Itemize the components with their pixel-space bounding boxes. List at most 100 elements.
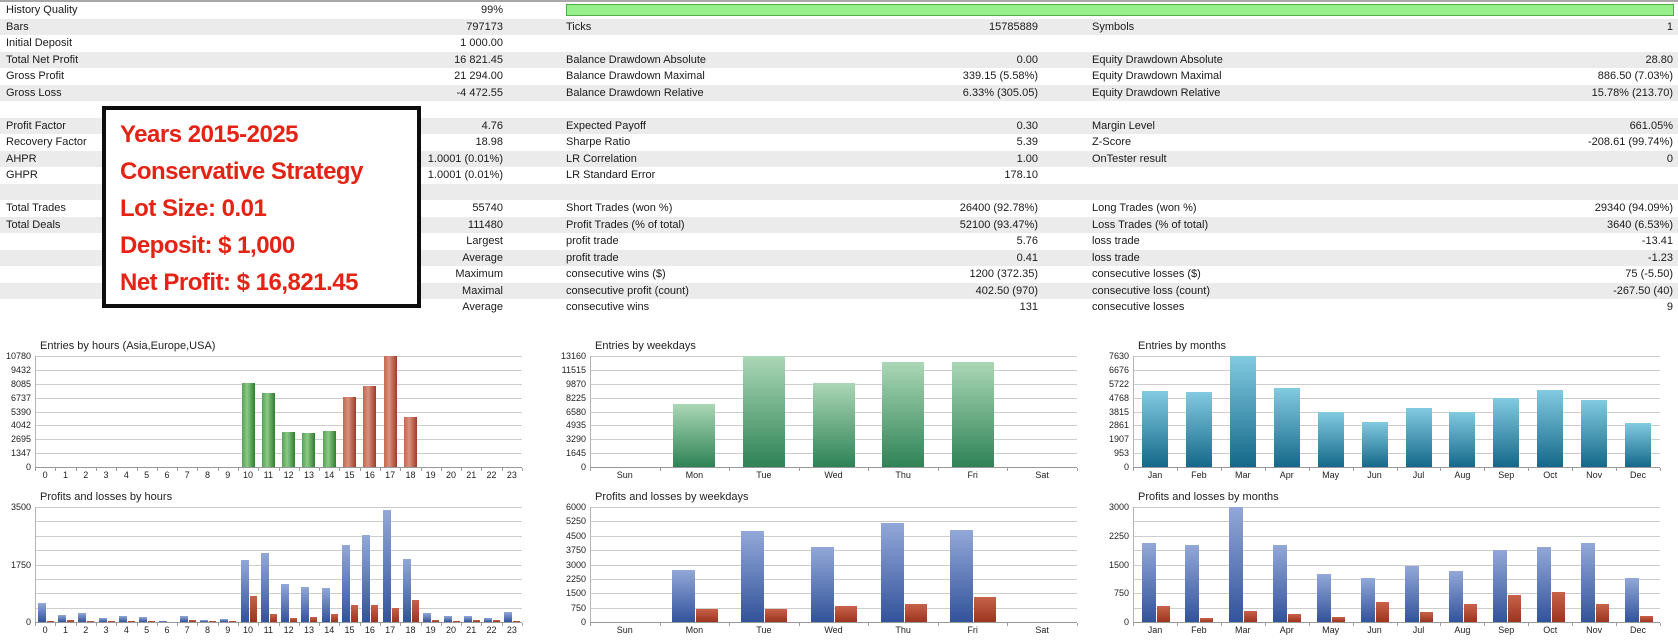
x-axis-tick bbox=[177, 468, 178, 471]
x-axis-tick bbox=[1308, 468, 1310, 471]
stat-value: 1.00 bbox=[1016, 152, 1038, 165]
x-tick-label: 14 bbox=[324, 470, 335, 480]
x-tick-label: Sat bbox=[1035, 625, 1049, 635]
x-axis-tick bbox=[258, 623, 260, 626]
x-tick-label: Jun bbox=[1367, 470, 1382, 480]
x-axis-tick bbox=[1352, 468, 1354, 471]
y-gridline bbox=[35, 578, 522, 580]
chart-title-entries-by-months: Entries by months bbox=[1138, 340, 1227, 352]
x-tick-label: Nov bbox=[1586, 470, 1603, 480]
x-tick-label: 8 bbox=[204, 470, 210, 480]
loss-bar-Apr bbox=[1288, 614, 1302, 623]
profit-bar-2 bbox=[78, 613, 87, 622]
x-axis-tick bbox=[729, 623, 731, 626]
entries-bar-Oct bbox=[1537, 389, 1564, 467]
stat-value: -208.61 (99.74%) bbox=[1588, 136, 1673, 148]
x-tick-label: Thu bbox=[895, 625, 911, 635]
x-axis-tick bbox=[440, 468, 442, 471]
loss-bar-Fri bbox=[974, 597, 997, 622]
stat-label: Profit Factor bbox=[6, 119, 66, 132]
x-axis-tick bbox=[1660, 468, 1661, 471]
y-tick-label: 2861 bbox=[1108, 420, 1129, 431]
x-tick-label: Jan bbox=[1147, 470, 1163, 480]
x-tick-label: Tue bbox=[756, 625, 772, 635]
loss-bar-Wed bbox=[835, 606, 857, 622]
y-gridline bbox=[1133, 356, 1660, 357]
x-tick-label: 6 bbox=[164, 625, 170, 635]
loss-bar-Sep bbox=[1507, 594, 1521, 622]
stat-label: Long Trades (won %) bbox=[1092, 202, 1197, 214]
y-tick-label: 6000 bbox=[565, 502, 586, 512]
profit-bar-14 bbox=[321, 587, 330, 622]
loss-bar-Tue bbox=[765, 608, 788, 622]
x-tick-label: 11 bbox=[263, 625, 273, 635]
stat-label: Sharpe Ratio bbox=[566, 136, 631, 148]
stat-value: 886.50 (7.03%) bbox=[1597, 70, 1673, 82]
x-axis-tick bbox=[1308, 623, 1310, 626]
x-tick-label: Mar bbox=[1234, 470, 1251, 480]
profit-bar-9 bbox=[220, 619, 229, 622]
profit-bar-7 bbox=[179, 615, 188, 622]
loss-bar-0 bbox=[46, 621, 54, 622]
x-tick-label: 3 bbox=[103, 470, 109, 480]
y-tick-label: 6580 bbox=[565, 406, 586, 417]
x-axis-line bbox=[1133, 622, 1660, 623]
x-axis-tick bbox=[481, 623, 483, 626]
stat-label: Profit Trades (% of total) bbox=[566, 218, 685, 231]
x-tick-label: Aug bbox=[1454, 470, 1471, 480]
loss-bar-12 bbox=[290, 618, 298, 622]
x-tick-label: 8 bbox=[204, 625, 210, 635]
stat-value: 0.41 bbox=[1016, 251, 1038, 264]
stat-label: profit trade bbox=[566, 235, 619, 247]
profit-bar-Fri bbox=[950, 530, 974, 622]
y-tick-label: 3815 bbox=[1108, 406, 1129, 417]
table-row: Gross Profit 21 294.00 Balance Drawdown Ma… bbox=[0, 68, 1678, 85]
x-axis-tick bbox=[1133, 468, 1134, 471]
table-row: History Quality 99% bbox=[0, 2, 1678, 19]
x-axis-tick bbox=[1572, 623, 1574, 626]
y-tick-label: 2250 bbox=[1108, 530, 1129, 541]
loss-bar-7 bbox=[188, 619, 196, 622]
x-axis-tick bbox=[461, 623, 463, 626]
stat-label: Equity Drawdown Absolute bbox=[1092, 53, 1223, 66]
entries-bar-Apr bbox=[1273, 387, 1300, 467]
profit-bar-Mar bbox=[1229, 507, 1244, 622]
y-tick-label: 4768 bbox=[1108, 392, 1129, 403]
stat-label: Symbols bbox=[1092, 20, 1135, 33]
x-tick-label: Tue bbox=[756, 470, 772, 480]
x-tick-label: 17 bbox=[385, 625, 396, 635]
x-axis-tick bbox=[359, 468, 361, 471]
x-axis-tick bbox=[400, 468, 402, 471]
stat-value: 111480 bbox=[467, 218, 503, 231]
y-gridline bbox=[35, 593, 522, 595]
x-axis-tick bbox=[522, 623, 523, 626]
x-axis-tick bbox=[380, 623, 381, 626]
x-tick-label: Jan bbox=[1147, 625, 1163, 635]
table-row: Maximum consecutive wins ($) 1200 (372.35)… bbox=[0, 266, 1678, 283]
entries-bar-12 bbox=[282, 432, 296, 467]
profit-bar-0 bbox=[37, 603, 46, 622]
stat-value: 1200 (372.35) bbox=[969, 268, 1039, 280]
y-axis-line bbox=[1133, 507, 1134, 622]
entries-bar-Tue bbox=[742, 356, 785, 467]
entries-bar-14 bbox=[322, 431, 336, 467]
y-gridline bbox=[1133, 453, 1660, 455]
x-tick-label: Sep bbox=[1498, 625, 1515, 635]
stat-value: 0.00 bbox=[1016, 53, 1038, 66]
entries-bar-16 bbox=[363, 386, 377, 467]
stat-label: Total Deals bbox=[6, 218, 61, 231]
entries-bar-Wed bbox=[812, 383, 855, 467]
x-axis-tick bbox=[501, 623, 503, 626]
x-tick-label: Oct bbox=[1543, 625, 1558, 635]
loss-bar-10 bbox=[249, 596, 257, 622]
y-gridline bbox=[1133, 439, 1660, 441]
x-axis-tick bbox=[937, 468, 939, 471]
stat-label: Balance Drawdown Relative bbox=[566, 86, 704, 99]
stat-label: consecutive loss (count) bbox=[1092, 284, 1210, 297]
y-gridline bbox=[35, 607, 522, 609]
x-tick-label: 17 bbox=[385, 470, 396, 480]
stat-value: Average bbox=[462, 301, 503, 313]
x-tick-label: 14 bbox=[324, 625, 335, 635]
stat-value: Average bbox=[462, 251, 503, 264]
x-tick-label: 4 bbox=[123, 625, 129, 635]
